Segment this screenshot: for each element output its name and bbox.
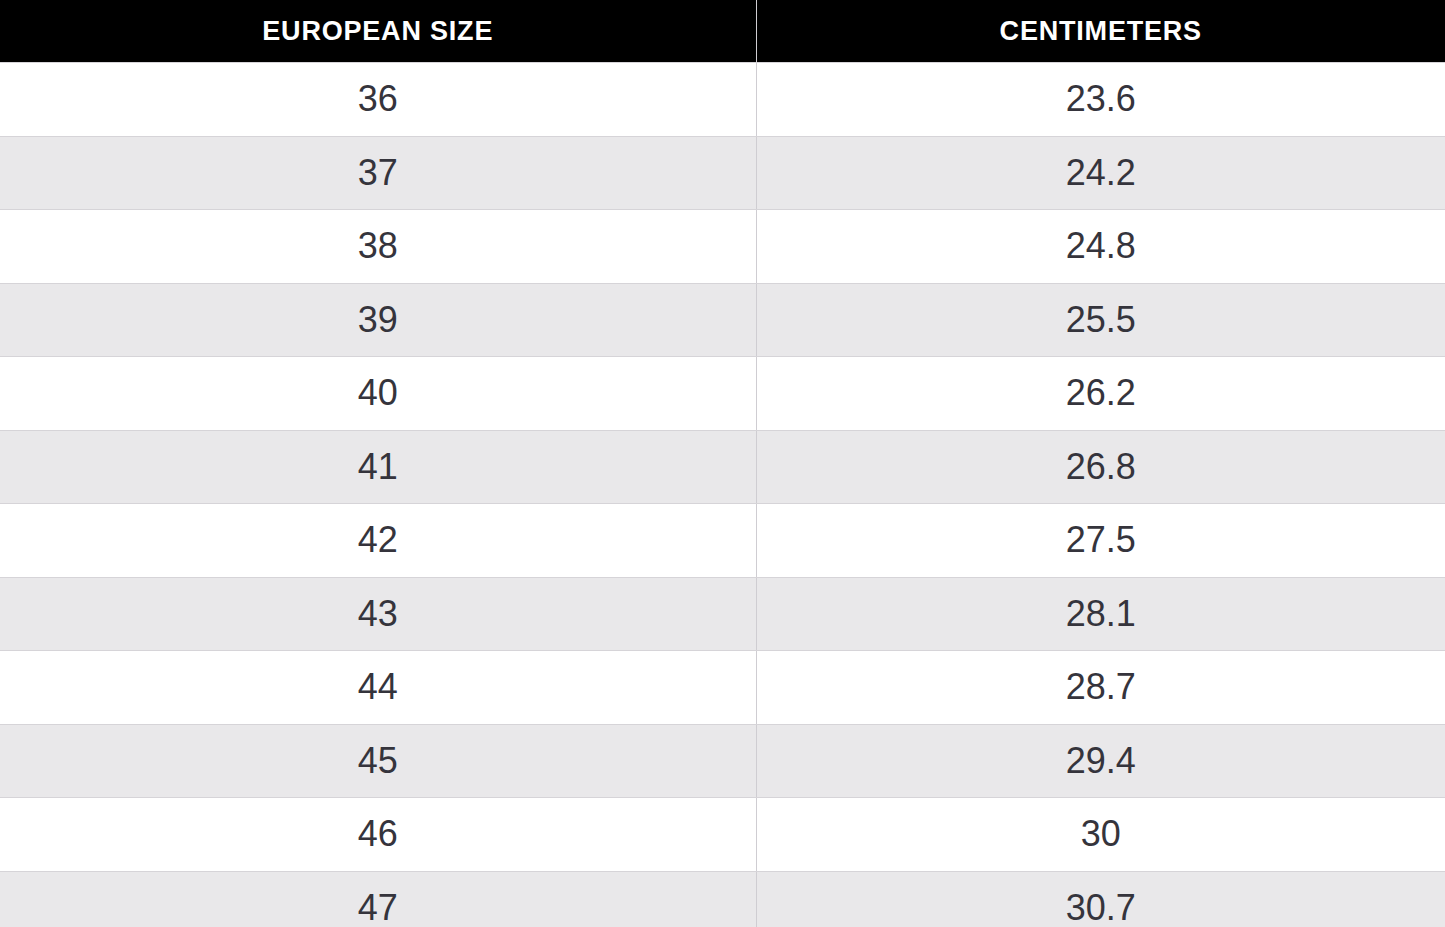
cell-centimeters: 26.2 [756, 357, 1445, 431]
cell-centimeters: 27.5 [756, 504, 1445, 578]
table-row: 4227.5 [0, 504, 1445, 578]
cell-centimeters: 24.8 [756, 210, 1445, 284]
table-row: 4529.4 [0, 724, 1445, 798]
cell-european-size: 37 [0, 136, 756, 210]
cell-centimeters: 25.5 [756, 283, 1445, 357]
cell-european-size: 43 [0, 577, 756, 651]
cell-centimeters: 28.1 [756, 577, 1445, 651]
cell-european-size: 45 [0, 724, 756, 798]
header-row: EUROPEAN SIZE CENTIMETERS [0, 0, 1445, 63]
cell-european-size: 36 [0, 63, 756, 137]
cell-european-size: 42 [0, 504, 756, 578]
table-body: 3623.63724.23824.83925.54026.24126.84227… [0, 63, 1445, 927]
table-row: 4328.1 [0, 577, 1445, 651]
table-row: 3724.2 [0, 136, 1445, 210]
size-chart-table: EUROPEAN SIZE CENTIMETERS 3623.63724.238… [0, 0, 1445, 927]
cell-centimeters: 29.4 [756, 724, 1445, 798]
cell-centimeters: 30.7 [756, 871, 1445, 927]
cell-centimeters: 28.7 [756, 651, 1445, 725]
cell-european-size: 44 [0, 651, 756, 725]
table-row: 4730.7 [0, 871, 1445, 927]
cell-centimeters: 23.6 [756, 63, 1445, 137]
table-row: 4428.7 [0, 651, 1445, 725]
table-row: 4026.2 [0, 357, 1445, 431]
table-row: 3623.6 [0, 63, 1445, 137]
column-header-european-size: EUROPEAN SIZE [0, 0, 756, 63]
table-row: 4630 [0, 798, 1445, 872]
table-row: 4126.8 [0, 430, 1445, 504]
cell-centimeters: 30 [756, 798, 1445, 872]
cell-european-size: 46 [0, 798, 756, 872]
cell-european-size: 47 [0, 871, 756, 927]
column-header-centimeters: CENTIMETERS [756, 0, 1445, 63]
cell-european-size: 38 [0, 210, 756, 284]
table-row: 3824.8 [0, 210, 1445, 284]
cell-european-size: 41 [0, 430, 756, 504]
cell-european-size: 39 [0, 283, 756, 357]
cell-centimeters: 24.2 [756, 136, 1445, 210]
cell-european-size: 40 [0, 357, 756, 431]
cell-centimeters: 26.8 [756, 430, 1445, 504]
table-row: 3925.5 [0, 283, 1445, 357]
